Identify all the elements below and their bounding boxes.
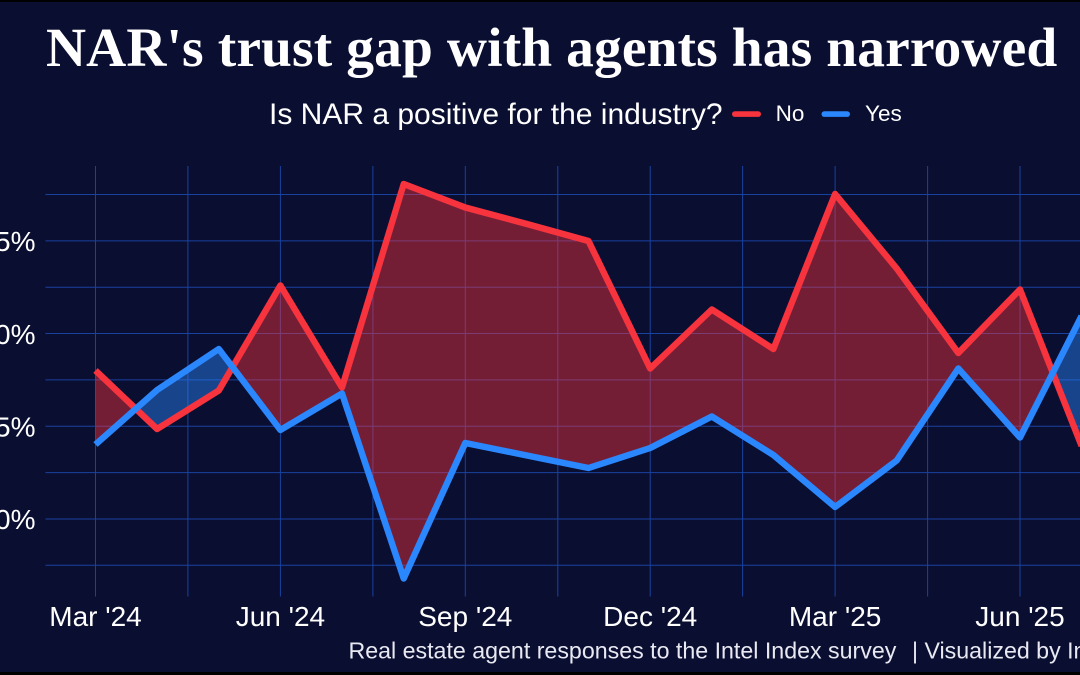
svg-text:Mar '24: Mar '24 (49, 601, 142, 632)
svg-text:NAR's trust gap with agents ha: NAR's trust gap with agents has narrowed (46, 18, 1057, 79)
svg-text:Yes: Yes (865, 101, 902, 126)
svg-text:Sep '24: Sep '24 (418, 601, 512, 632)
svg-text:35%: 35% (0, 411, 36, 442)
svg-text:Real estate agent responses to: Real estate agent responses to the Intel… (349, 638, 897, 664)
svg-text:Jun '24: Jun '24 (236, 601, 325, 632)
svg-text:| Visualized by Intel Insights: | Visualized by Intel Insights (912, 638, 1080, 664)
svg-text:Jun '25: Jun '25 (975, 601, 1064, 632)
svg-text:Mar '25: Mar '25 (789, 601, 882, 632)
svg-text:30%: 30% (0, 504, 36, 535)
svg-text:40%: 40% (0, 319, 36, 350)
svg-text:Dec '24: Dec '24 (603, 601, 697, 632)
svg-text:Is NAR a positive for the indu: Is NAR a positive for the industry? (269, 98, 723, 131)
svg-text:45%: 45% (0, 226, 36, 257)
svg-text:No: No (776, 101, 805, 126)
